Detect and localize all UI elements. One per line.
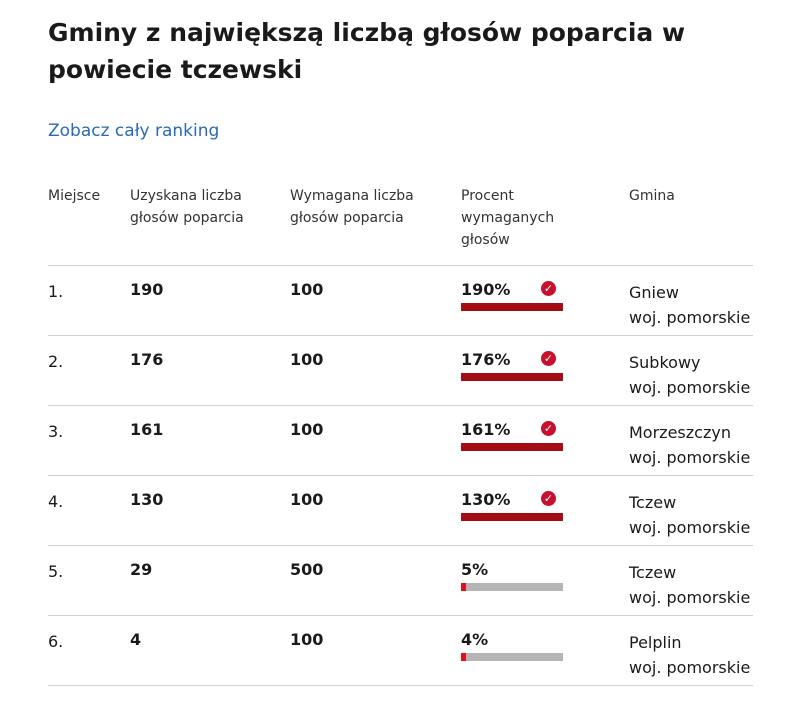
progress-bar bbox=[461, 443, 563, 451]
table-row: 2. 176 100 176% ✓ Subkowy woj. pomorskie bbox=[48, 336, 753, 406]
table-row: 5. 29 500 5% Tczew woj. pomorskie bbox=[48, 546, 753, 616]
progress-bar bbox=[461, 513, 563, 521]
votes-required-cell: 500 bbox=[290, 560, 324, 579]
votes-got-cell: 176 bbox=[130, 350, 164, 369]
table-row: 3. 161 100 161% ✓ Morzeszczyn woj. pomor… bbox=[48, 406, 753, 476]
percent-cell: 176% ✓ bbox=[461, 350, 563, 381]
full-ranking-link[interactable]: Zobacz cały ranking bbox=[48, 121, 220, 141]
check-circle-icon: ✓ bbox=[541, 351, 556, 366]
progress-bar-fill bbox=[461, 303, 563, 311]
place-cell: 1. bbox=[48, 282, 64, 301]
place-cell: 4. bbox=[48, 492, 64, 511]
gmina-region: woj. pomorskie bbox=[629, 448, 751, 467]
percent-cell: 161% ✓ bbox=[461, 420, 563, 451]
gmina-region: woj. pomorskie bbox=[629, 518, 751, 537]
gmina-name: Morzeszczyn bbox=[629, 423, 731, 442]
percent-cell: 130% ✓ bbox=[461, 490, 563, 521]
votes-got-cell: 130 bbox=[130, 490, 164, 509]
percent-cell: 4% bbox=[461, 630, 563, 661]
table-row: 4. 130 100 130% ✓ Tczew woj. pomorskie bbox=[48, 476, 753, 546]
place-cell: 6. bbox=[48, 632, 64, 651]
progress-bar-fill bbox=[461, 653, 467, 661]
votes-required-cell: 100 bbox=[290, 350, 324, 369]
progress-bar bbox=[461, 373, 563, 381]
progress-bar bbox=[461, 303, 563, 311]
gmina-region: woj. pomorskie bbox=[629, 308, 751, 327]
gmina-region: woj. pomorskie bbox=[629, 378, 751, 397]
check-circle-icon: ✓ bbox=[541, 281, 556, 296]
gmina-name: Subkowy bbox=[629, 353, 701, 372]
table-row: 6. 4 100 4% Pelplin woj. pomorskie bbox=[48, 616, 753, 686]
header-required: Wymagana liczba głosów poparcia bbox=[290, 188, 414, 226]
gmina-region: woj. pomorskie bbox=[629, 588, 751, 607]
progress-bar-fill bbox=[461, 443, 563, 451]
percent-value: 4% bbox=[461, 630, 489, 649]
percent-value: 176% bbox=[461, 350, 511, 369]
gmina-cell: Morzeszczyn woj. pomorskie bbox=[629, 420, 750, 470]
progress-bar-fill bbox=[461, 513, 563, 521]
check-circle-icon: ✓ bbox=[541, 421, 556, 436]
percent-value: 161% bbox=[461, 420, 511, 439]
place-cell: 5. bbox=[48, 562, 64, 581]
gmina-cell: Gniew woj. pomorskie bbox=[629, 280, 750, 330]
page-title: Gminy z największą liczbą głosów poparci… bbox=[48, 18, 686, 84]
votes-required-cell: 100 bbox=[290, 630, 324, 649]
gmina-cell: Tczew woj. pomorskie bbox=[629, 490, 750, 540]
votes-got-cell: 29 bbox=[130, 560, 153, 579]
table-row: 1. 190 100 190% ✓ Gniew woj. pomorskie bbox=[48, 266, 753, 336]
gmina-cell: Pelplin woj. pomorskie bbox=[629, 630, 750, 680]
percent-cell: 190% ✓ bbox=[461, 280, 563, 311]
votes-required-cell: 100 bbox=[290, 280, 324, 299]
gmina-cell: Tczew woj. pomorskie bbox=[629, 560, 750, 610]
percent-cell: 5% bbox=[461, 560, 563, 591]
gmina-name: Pelplin bbox=[629, 633, 682, 652]
gmina-name: Tczew bbox=[629, 563, 677, 582]
place-cell: 3. bbox=[48, 422, 64, 441]
votes-required-cell: 100 bbox=[290, 490, 324, 509]
table-body: 1. 190 100 190% ✓ Gniew woj. pomorskie 2… bbox=[48, 266, 753, 686]
progress-bar-fill bbox=[461, 373, 563, 381]
gmina-name: Gniew bbox=[629, 283, 679, 302]
header-place: Miejsce bbox=[48, 188, 101, 204]
votes-got-cell: 190 bbox=[130, 280, 164, 299]
gmina-name: Tczew bbox=[629, 493, 677, 512]
votes-got-cell: 161 bbox=[130, 420, 164, 439]
check-circle-icon: ✓ bbox=[541, 491, 556, 506]
gmina-cell: Subkowy woj. pomorskie bbox=[629, 350, 750, 400]
percent-value: 190% bbox=[461, 280, 511, 299]
place-cell: 2. bbox=[48, 352, 64, 371]
votes-required-cell: 100 bbox=[290, 420, 324, 439]
percent-value: 5% bbox=[461, 560, 489, 579]
progress-bar bbox=[461, 583, 563, 591]
votes-got-cell: 4 bbox=[130, 630, 142, 649]
table-header: Miejsce Uzyskana liczba głosów poparcia … bbox=[48, 185, 753, 266]
gmina-region: woj. pomorskie bbox=[629, 658, 751, 677]
header-percent: Procent wymaganych głosów bbox=[461, 188, 555, 248]
percent-value: 130% bbox=[461, 490, 511, 509]
header-gmina: Gmina bbox=[629, 188, 675, 204]
ranking-table: Miejsce Uzyskana liczba głosów poparcia … bbox=[48, 185, 753, 686]
progress-bar-fill bbox=[461, 583, 467, 591]
header-got: Uzyskana liczba głosów poparcia bbox=[130, 188, 244, 226]
progress-bar bbox=[461, 653, 563, 661]
